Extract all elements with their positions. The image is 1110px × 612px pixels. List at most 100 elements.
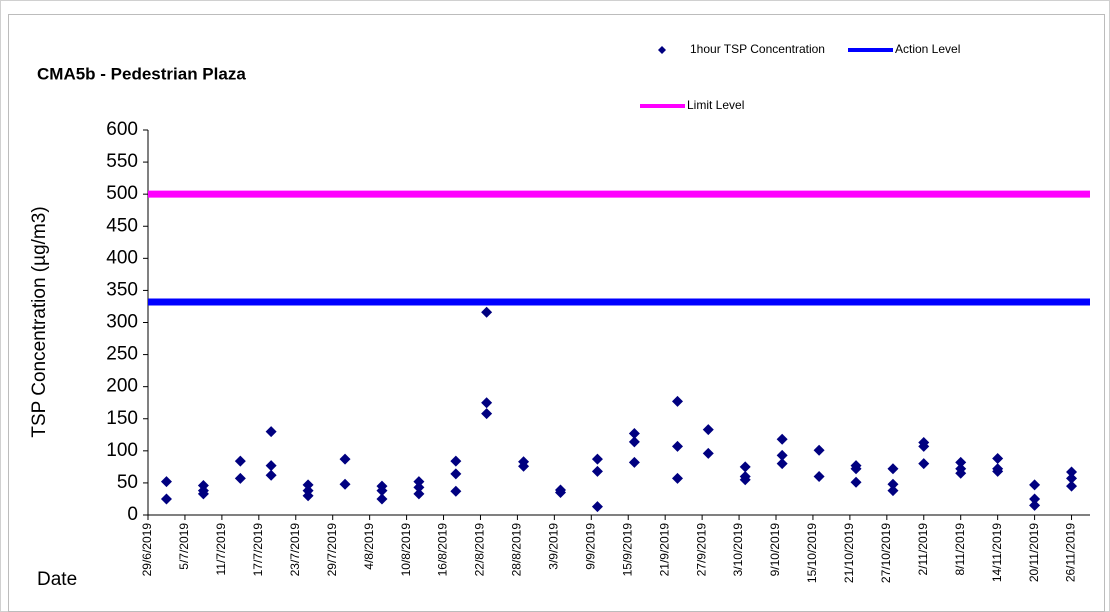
data-point [234,472,246,484]
x-tick-label: 16/8/2019 [436,523,450,577]
data-point [813,444,825,456]
x-tick-label: 28/8/2019 [510,523,524,577]
x-tick-label: 4/8/2019 [362,523,376,570]
data-point [450,455,462,467]
data-point [887,478,899,490]
x-tick-label: 9/9/2019 [583,523,597,570]
data-point [992,453,1004,465]
data-point [481,397,493,409]
data-point [1066,472,1078,484]
data-point [776,458,788,470]
data-point [450,485,462,497]
x-tick-label: 17/7/2019 [251,523,265,577]
data-point [302,479,314,491]
data-point [1029,499,1041,511]
legend-label: Action Level [895,42,960,56]
data-point [1029,479,1041,491]
x-tick-label: 14/11/2019 [990,523,1004,582]
x-tick-label: 22/8/2019 [473,523,487,577]
data-point [481,408,493,420]
data-point [450,468,462,480]
x-tick-label: 27/10/2019 [879,523,893,583]
data-point [555,487,567,499]
y-tick-label: 150 [106,408,138,429]
data-point [918,458,930,470]
x-tick-label: 21/9/2019 [657,523,671,577]
data-point [813,471,825,482]
y-tick-label: 500 [106,183,138,204]
x-tick-label: 3/9/2019 [547,523,561,570]
data-point [591,501,603,513]
x-tick-label: 15/9/2019 [620,523,634,577]
data-point [376,485,388,497]
legend-marker [658,46,666,54]
data-point [955,456,967,468]
data-point [850,476,862,488]
y-tick-label: 100 [106,440,138,461]
data-point [702,424,714,436]
y-tick-label: 350 [106,279,138,300]
data-point [413,488,425,500]
x-tick-label: 20/11/2019 [1027,523,1041,582]
data-point [671,440,683,452]
x-tick-label: 2/11/2019 [916,523,930,576]
y-tick-label: 0 [127,504,138,525]
y-axis-label: TSP Concentration (µg/m3) [29,206,50,437]
x-tick-label: 5/7/2019 [177,523,191,570]
data-point [591,465,603,477]
x-tick-label: 3/10/2019 [731,523,745,577]
data-point [628,456,640,468]
data-point [481,306,493,318]
data-point [518,460,530,472]
x-tick-label: 10/8/2019 [399,523,413,577]
data-point [339,478,351,490]
data-point [1066,480,1078,492]
data-point [918,440,930,452]
y-tick-label: 550 [106,151,138,172]
data-point [628,436,640,448]
x-tick-label: 9/10/2019 [768,523,782,577]
data-point [413,476,425,488]
data-point [887,485,899,497]
data-point [234,455,246,467]
data-point [413,481,425,493]
x-tick-label: 29/6/2019 [140,523,154,577]
x-axis-label: Date [37,569,77,590]
y-tick-label: 450 [106,215,138,236]
x-tick-label: 23/7/2019 [288,523,302,577]
chart-title: CMA5b - Pedestrian Plaza [37,64,246,83]
legend-label: 1hour TSP Concentration [690,42,825,56]
data-point [671,472,683,484]
y-tick-label: 50 [117,472,138,493]
data-point [339,453,351,465]
data-point [591,453,603,465]
data-point [887,463,899,475]
data-point [671,395,683,407]
data-point [992,465,1004,477]
data-point [850,463,862,475]
data-point [160,493,172,505]
data-point [776,449,788,461]
legend-label: Limit Level [687,98,744,112]
data-point [628,428,640,440]
x-tick-label: 29/7/2019 [325,523,339,577]
data-point [1029,493,1041,505]
data-point [739,474,751,486]
data-point [197,488,209,500]
x-tick-label: 26/11/2019 [1064,523,1078,582]
data-point [302,490,314,502]
y-tick-label: 400 [106,247,138,268]
y-tick-label: 200 [106,376,138,397]
data-point [702,447,714,459]
data-point [739,461,751,473]
data-point [265,469,277,481]
data-point [265,460,277,472]
x-tick-label: 21/10/2019 [842,523,856,583]
x-tick-label: 27/9/2019 [694,523,708,577]
y-tick-label: 300 [106,312,138,333]
y-tick-label: 600 [106,119,138,140]
data-point [955,467,967,479]
data-point [776,433,788,445]
x-tick-label: 11/7/2019 [214,523,228,576]
